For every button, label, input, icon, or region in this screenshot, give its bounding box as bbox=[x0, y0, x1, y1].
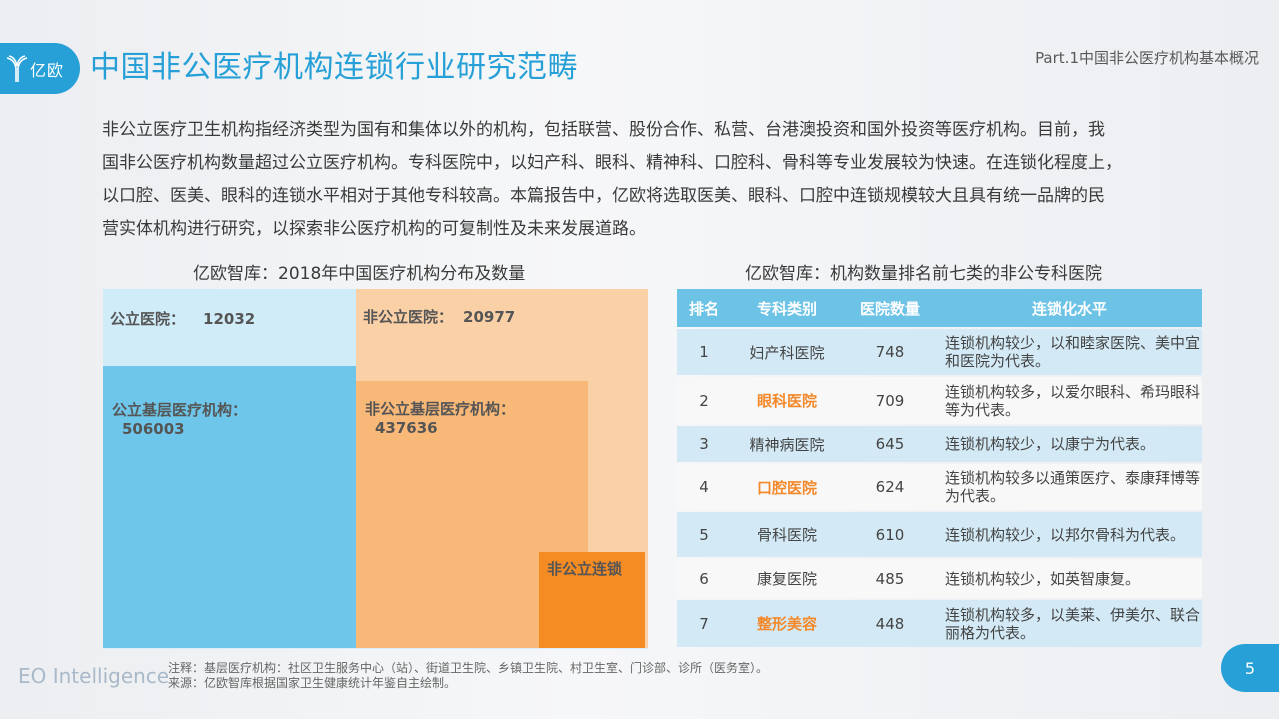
label-text: 非公立基层医疗机构： bbox=[365, 400, 516, 418]
label-text: 公立基层医疗机构： bbox=[112, 401, 248, 419]
section-label: Part.1中国非公医疗机构基本概况 bbox=[1035, 49, 1259, 67]
intro-line: 营实体机构进行研究，以探索非公医疗机构的可复制性及未来发展道路。 bbox=[102, 219, 646, 239]
table-row: 7 整形美容 448 连锁机构较多，以美莱、伊美尔、联合丽格为代表。 bbox=[677, 600, 1202, 647]
treemap-chart: 公立医院： 12032 非公立医院： 20977 公立基层医疗机构： 506003 … bbox=[103, 289, 648, 649]
table-row: 3 精神病医院 645 连锁机构较少，以康宁为代表。 bbox=[677, 426, 1202, 462]
category-cell: 妇产科医院 bbox=[731, 329, 843, 375]
page-number: 5 bbox=[1244, 658, 1256, 678]
page-title: 中国非公医疗机构连锁行业研究范畴 bbox=[90, 50, 578, 85]
chain-level-cell: 连锁机构较多，以爱尔眼科、希玛眼科等为代表。 bbox=[937, 377, 1202, 424]
count-cell: 485 bbox=[843, 559, 937, 598]
category-cell: 康复医院 bbox=[731, 559, 843, 598]
label-value: 437636 bbox=[375, 419, 438, 437]
rank-cell: 3 bbox=[677, 426, 731, 462]
logo-badge: 亿欧 bbox=[0, 43, 80, 94]
chain-level-cell: 连锁机构较多，以美莱、伊美尔、联合丽格为代表。 bbox=[937, 600, 1202, 647]
count-cell: 709 bbox=[843, 377, 937, 424]
header-category: 专科类别 bbox=[731, 289, 843, 327]
rank-cell: 4 bbox=[677, 464, 731, 510]
ranking-table: 排名 专科类别 医院数量 连锁化水平 1 妇产科医院 748 连锁机构较少，以和… bbox=[677, 289, 1202, 649]
treemap-block-public-primary: 公立基层医疗机构： 506003 bbox=[103, 366, 356, 648]
source-text: 来源：亿欧智库根据国家卫生健康统计年鉴自主绘制。 bbox=[168, 676, 457, 690]
table-title: 亿欧智库：机构数量排名前七类的非公专科医院 bbox=[745, 264, 1102, 284]
table-row: 6 康复医院 485 连锁机构较少，如英智康复。 bbox=[677, 559, 1202, 598]
count-cell: 645 bbox=[843, 426, 937, 462]
intro-line: 国非公医疗机构数量超过公立医疗机构。专科医院中，以妇产科、眼科、精神科、口腔科、… bbox=[102, 153, 1122, 173]
private-primary-label: 非公立基层医疗机构： 437636 bbox=[365, 400, 515, 438]
label-text: 非公立医院： bbox=[363, 308, 454, 326]
chain-level-cell: 连锁机构较少，如英智康复。 bbox=[937, 559, 1202, 598]
label-value: 12032 bbox=[203, 310, 256, 328]
treemap-block-public-hospital: 公立医院： 12032 bbox=[103, 289, 356, 366]
yiou-logo-icon bbox=[6, 54, 28, 82]
count-cell: 748 bbox=[843, 329, 937, 375]
page-number-badge: 5 bbox=[1221, 644, 1279, 692]
header-rank: 排名 bbox=[677, 289, 731, 327]
treemap-block-private-chain: 非公立连锁 bbox=[539, 552, 645, 648]
footer-notes: 注释：基层医疗机构：社区卫生服务中心（站）、街道卫生院、乡镇卫生院、村卫生室、门… bbox=[168, 661, 768, 691]
rank-cell: 1 bbox=[677, 329, 731, 375]
header-count: 医院数量 bbox=[843, 289, 937, 327]
footer-brand: EO Intelligence bbox=[18, 664, 170, 688]
private-hospital-label: 非公立医院： 20977 bbox=[363, 308, 515, 327]
count-cell: 624 bbox=[843, 464, 937, 510]
count-cell: 610 bbox=[843, 512, 937, 557]
rank-cell: 6 bbox=[677, 559, 731, 598]
label-value: 506003 bbox=[122, 420, 185, 438]
chain-level-cell: 连锁机构较少，以康宁为代表。 bbox=[937, 426, 1202, 462]
table-row: 4 口腔医院 624 连锁机构较多以通策医疗、泰康拜博等为代表。 bbox=[677, 464, 1202, 510]
category-cell: 骨科医院 bbox=[731, 512, 843, 557]
category-cell: 口腔医院 bbox=[731, 464, 843, 510]
chain-level-cell: 连锁机构较多以通策医疗、泰康拜博等为代表。 bbox=[937, 464, 1202, 510]
private-chain-label: 非公立连锁 bbox=[547, 560, 623, 578]
logo-text: 亿欧 bbox=[30, 60, 65, 80]
category-cell: 眼科医院 bbox=[731, 377, 843, 424]
intro-line: 以口腔、医美、眼科的连锁水平相对于其他专科较高。本篇报告中，亿欧将选取医美、眼科… bbox=[102, 186, 1105, 206]
table-row: 5 骨科医院 610 连锁机构较少，以邦尔骨科为代表。 bbox=[677, 512, 1202, 557]
public-hospital-label: 公立医院： 12032 bbox=[110, 310, 255, 329]
note-text: 注释：基层医疗机构：社区卫生服务中心（站）、街道卫生院、乡镇卫生院、村卫生室、门… bbox=[168, 661, 769, 675]
label-text: 公立医院： bbox=[110, 310, 186, 328]
label-value: 20977 bbox=[463, 308, 516, 326]
category-cell: 精神病医院 bbox=[731, 426, 843, 462]
rank-cell: 5 bbox=[677, 512, 731, 557]
header-chain-level: 连锁化水平 bbox=[937, 289, 1202, 327]
count-cell: 448 bbox=[843, 600, 937, 647]
rank-cell: 2 bbox=[677, 377, 731, 424]
chain-level-cell: 连锁机构较少，以和睦家医院、美中宜和医院为代表。 bbox=[937, 329, 1202, 375]
table-row: 1 妇产科医院 748 连锁机构较少，以和睦家医院、美中宜和医院为代表。 bbox=[677, 329, 1202, 375]
intro-paragraph: 非公立医疗卫生机构指经济类型为国有和集体以外的机构，包括联营、股份合作、私营、台… bbox=[102, 114, 1212, 246]
public-primary-label: 公立基层医疗机构： 506003 bbox=[112, 401, 247, 439]
rank-cell: 7 bbox=[677, 600, 731, 647]
category-cell: 整形美容 bbox=[731, 600, 843, 647]
chain-level-cell: 连锁机构较少，以邦尔骨科为代表。 bbox=[937, 512, 1202, 557]
intro-line: 非公立医疗卫生机构指经济类型为国有和集体以外的机构，包括联营、股份合作、私营、台… bbox=[102, 120, 1105, 140]
table-row: 2 眼科医院 709 连锁机构较多，以爱尔眼科、希玛眼科等为代表。 bbox=[677, 377, 1202, 424]
treemap-title: 亿欧智库：2018年中国医疗机构分布及数量 bbox=[193, 264, 526, 284]
